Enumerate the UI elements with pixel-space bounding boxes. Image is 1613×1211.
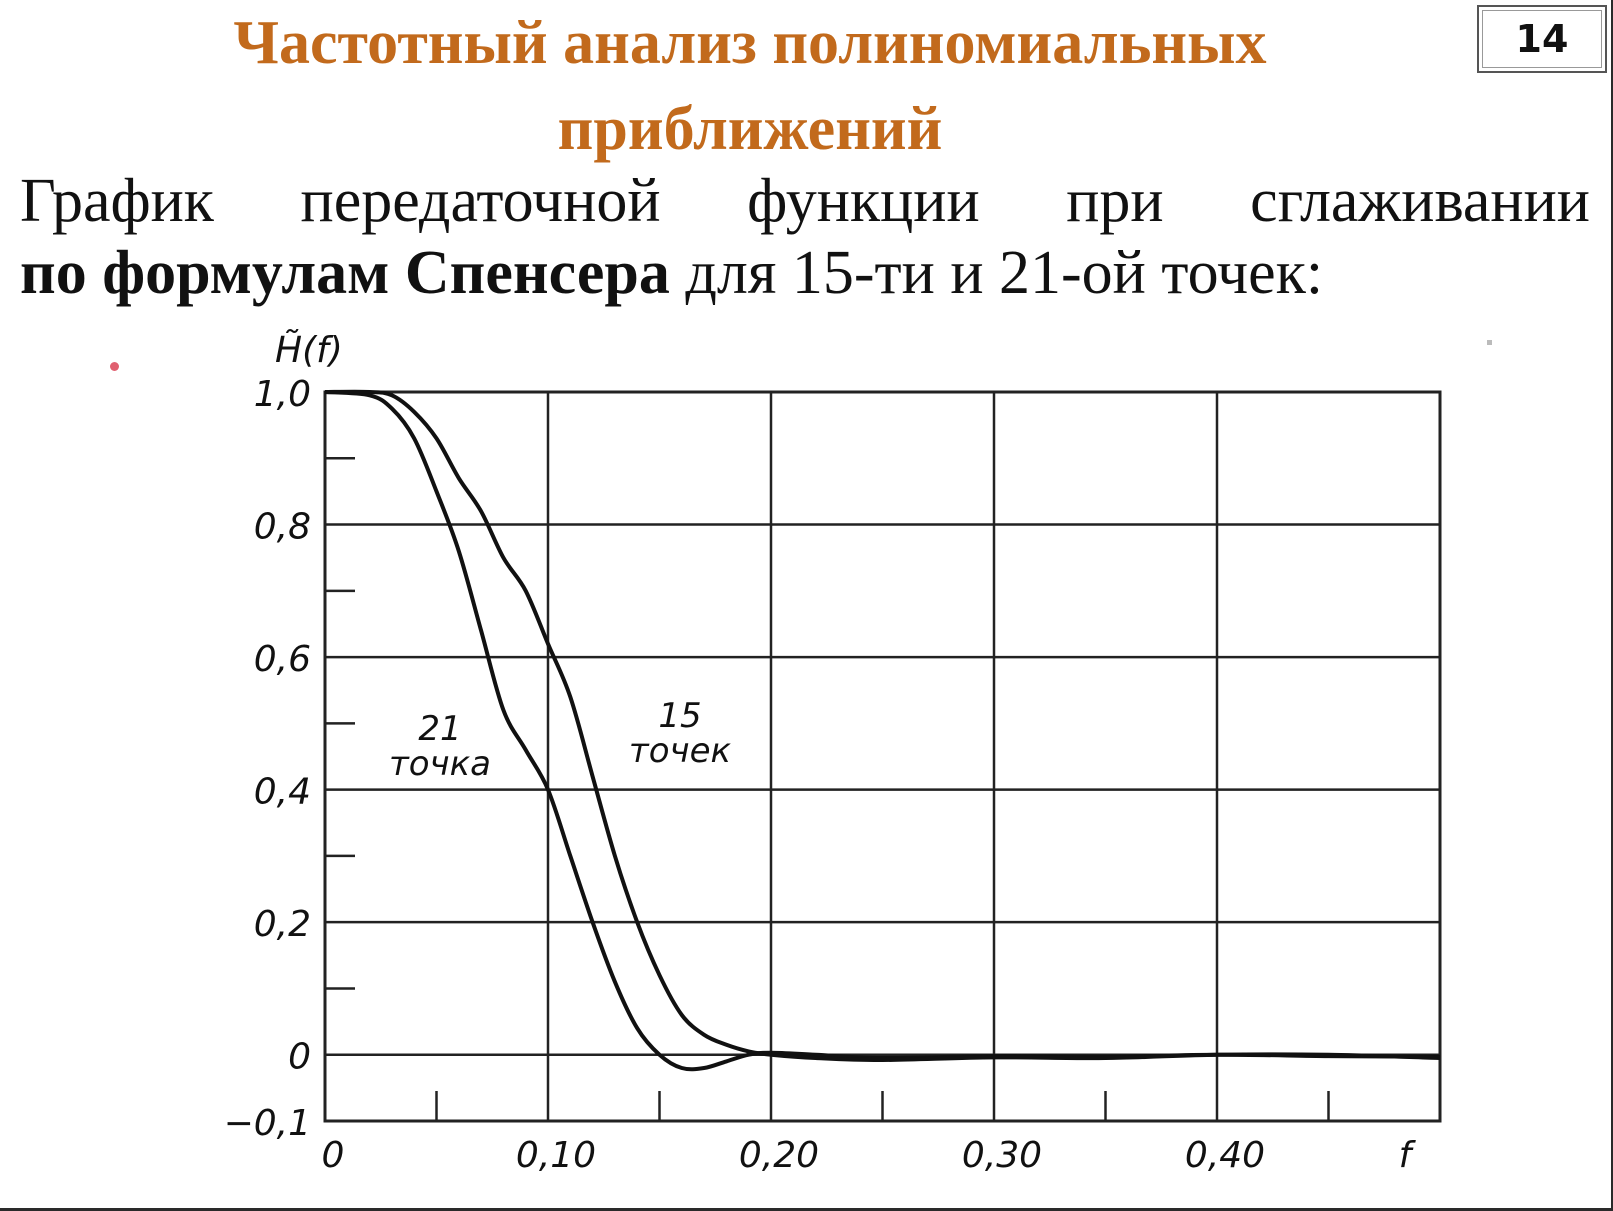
series-annotation-word: точка [389,744,491,784]
subtitle-word: График [20,167,214,235]
y-tick-label: 0 [288,1037,311,1078]
series-annotation-number: 15 [658,696,701,736]
y-tick-label: 0,8 [254,507,311,548]
decorative-speck [1487,340,1492,345]
y-tick-label: −0,1 [224,1103,311,1144]
bullet-dot [110,362,119,371]
y-tick-label: 1,0 [254,374,311,415]
series-annotation-word: точек [629,731,732,771]
subtitle-bold: по формулам Спенсера [20,239,670,307]
subtitle-rest: для 15-ти и 21-ой точек: [669,239,1324,307]
x-tick-label: 0,10 [516,1135,596,1176]
x-tick-label: 0,30 [962,1135,1042,1176]
title-line-1: Частотный анализ полиномиальных [233,9,1267,77]
x-tick-label: 0,40 [1185,1135,1265,1176]
y-tick-label: 0,2 [254,904,311,945]
subtitle-word: передаточной [300,167,661,235]
series-annotation-number: 21 [418,709,461,749]
subtitle-word: функции [747,167,980,235]
x-tick-label: 0 [322,1135,345,1176]
y-tick-label: 0,4 [254,772,311,813]
x-tick-label: 0,20 [739,1135,819,1176]
y-tick-label: 0,6 [254,639,311,680]
subtitle-line-2: по формулам Спенсера для 15-ти и 21-ой т… [20,237,1590,309]
slide-title: Частотный анализ полиномиальных приближе… [0,0,1500,172]
x-axis-label: f [1399,1135,1417,1176]
plot-frame [323,390,1442,1123]
page-number-badge: 14 [1477,5,1607,73]
slide-subtitle: График передаточной функции при сглажива… [20,165,1590,309]
subtitle-word: сглаживании [1250,167,1590,235]
subtitle-word: при [1066,167,1164,235]
series-line-15-points [324,389,1441,1063]
series-line-21-points [324,390,1441,1072]
y-axis-label: H̃(f) [275,329,343,371]
title-line-2: приближений [557,95,943,163]
page-number: 14 [1515,17,1569,61]
subtitle-line-1: График передаточной функции при сглажива… [20,165,1590,237]
